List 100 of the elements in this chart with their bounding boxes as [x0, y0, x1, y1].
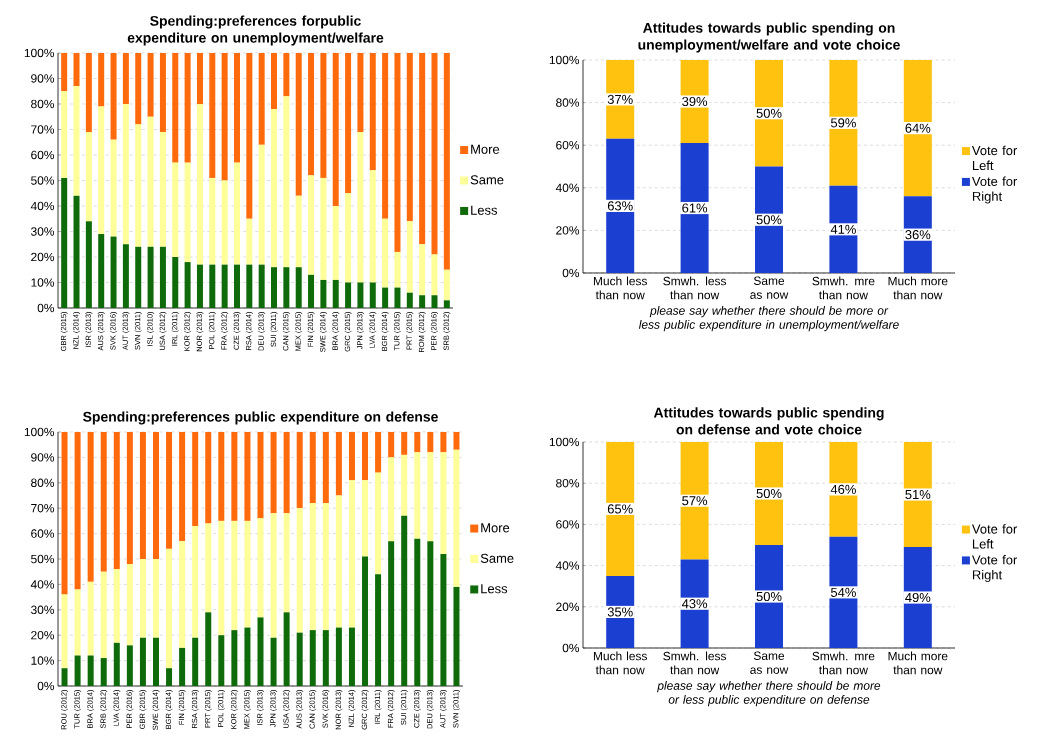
bar	[295, 267, 302, 308]
data-label: 50%	[756, 215, 782, 225]
data-label: 61%	[682, 203, 708, 213]
bar	[209, 264, 216, 308]
bar	[362, 480, 369, 557]
bar	[159, 132, 166, 247]
bar	[345, 193, 352, 283]
bar	[296, 508, 303, 633]
bar	[147, 116, 154, 247]
chart-title: Attitudes towards public spending on unemployment/welfare and vote choice	[638, 22, 900, 53]
data-label: 51%	[905, 489, 931, 500]
bar	[122, 52, 129, 104]
bar	[98, 106, 105, 235]
bar	[87, 432, 94, 582]
bar	[74, 589, 81, 656]
bar	[322, 503, 329, 631]
y-tick-label: 60%	[31, 150, 55, 160]
bar	[126, 432, 133, 565]
bar	[218, 520, 225, 636]
bar	[152, 432, 159, 559]
bar	[453, 586, 460, 686]
bar	[406, 292, 413, 308]
y-tick-label: 60%	[556, 520, 580, 529]
data-label: 39%	[682, 96, 708, 107]
bar	[87, 655, 94, 686]
bar	[382, 218, 389, 288]
bar	[401, 515, 408, 686]
y-tick-label: 70%	[31, 125, 55, 134]
bar	[113, 432, 120, 570]
bar	[61, 177, 68, 308]
bar	[110, 52, 117, 140]
bar	[332, 205, 339, 280]
y-tick-label: 70%	[31, 503, 55, 513]
bar	[110, 236, 117, 308]
y-tick-label: 20%	[556, 602, 580, 612]
bar	[414, 432, 421, 453]
bar	[427, 432, 434, 453]
legend-label: Same	[480, 553, 514, 563]
x-tick-label: Smwh. less than now	[663, 276, 727, 300]
y-tick-label: 80%	[556, 478, 580, 488]
bar	[98, 234, 105, 308]
bar	[152, 637, 159, 686]
bar	[369, 52, 376, 171]
bar	[205, 612, 212, 686]
bar	[257, 518, 264, 618]
bar	[431, 52, 438, 255]
y-tick-label: 20%	[31, 630, 55, 640]
data-label: 46%	[830, 484, 856, 494]
bar	[375, 432, 382, 473]
y-tick-label: 80%	[556, 98, 580, 107]
bar	[357, 52, 364, 133]
legend-label: Vote for Right	[971, 176, 1018, 204]
bar	[419, 295, 426, 308]
y-tick-label: 30%	[31, 605, 55, 615]
bar	[345, 52, 352, 194]
bar	[296, 432, 303, 509]
bar	[179, 647, 186, 686]
x-tick-label: Much less than now	[593, 276, 648, 300]
bar	[179, 432, 186, 542]
bar	[309, 432, 316, 504]
bar	[414, 538, 421, 686]
bar	[309, 503, 316, 631]
y-tick-label: 0%	[37, 303, 55, 313]
bar	[283, 513, 290, 613]
bar	[394, 52, 401, 252]
bar	[85, 52, 92, 133]
bar	[166, 432, 173, 549]
bar	[231, 630, 238, 686]
bar	[322, 630, 329, 686]
y-tick-label: 80%	[31, 99, 55, 109]
bar	[85, 132, 92, 222]
y-tick-label: 60%	[556, 140, 580, 150]
data-label: 54%	[830, 587, 856, 597]
bar	[401, 454, 408, 516]
bar	[257, 432, 264, 519]
bar	[348, 432, 355, 481]
bar	[85, 221, 92, 308]
data-label: 65%	[607, 504, 633, 514]
bar	[388, 541, 395, 686]
data-label: 50%	[756, 591, 782, 602]
bar	[440, 553, 447, 686]
y-tick-label: 10%	[31, 656, 55, 665]
y-tick-label: 30%	[31, 227, 55, 236]
y-tick-label: 0%	[562, 643, 580, 653]
y-tick-label: 100%	[24, 427, 55, 437]
bar	[427, 541, 434, 686]
bar	[394, 287, 401, 308]
bar	[126, 564, 133, 646]
bar	[221, 52, 228, 181]
bar	[113, 642, 120, 686]
bar	[270, 432, 277, 514]
bar	[406, 221, 413, 293]
data-label: 50%	[756, 108, 782, 118]
bar	[61, 432, 68, 595]
bar	[192, 432, 199, 526]
x-tick-label: Smwh. mre than now	[812, 651, 875, 675]
bar	[443, 52, 450, 270]
bar	[218, 635, 225, 686]
bar	[184, 162, 191, 263]
bar	[443, 300, 450, 308]
